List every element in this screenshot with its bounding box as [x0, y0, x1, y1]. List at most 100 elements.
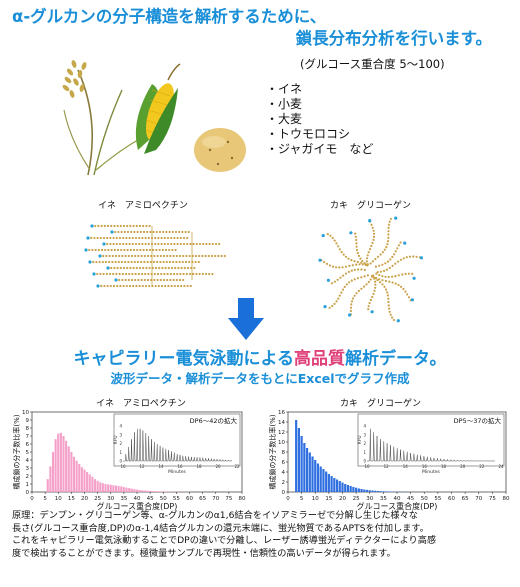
glucose-unit — [137, 254, 140, 258]
glucose-unit — [349, 306, 353, 309]
glucose-unit — [386, 243, 389, 246]
glucose-unit — [397, 283, 400, 287]
glucose-unit — [92, 260, 95, 264]
glucose-unit — [168, 260, 172, 264]
bar — [314, 460, 317, 492]
glucose-unit — [384, 262, 387, 265]
glucose-unit — [114, 230, 117, 234]
glucose-unit — [350, 279, 353, 282]
glucose-unit — [116, 224, 119, 228]
glucose-unit — [388, 220, 391, 223]
glucose-unit — [128, 272, 131, 276]
glucose-unit — [143, 260, 146, 264]
y-axis-label: 構成鎖の分子数比率(%) — [12, 414, 21, 489]
glucose-unit — [154, 242, 157, 246]
glucose-unit — [178, 260, 181, 264]
glucose-unit — [118, 242, 122, 246]
glucose-unit — [132, 248, 136, 252]
bar — [57, 433, 60, 492]
glucose-unit — [353, 278, 356, 281]
chain-end-marker — [403, 241, 407, 245]
glucose-unit — [108, 272, 112, 276]
inset-trace — [123, 428, 233, 462]
inset-x-tick-label: 16 — [177, 464, 183, 469]
glucose-unit — [208, 272, 211, 276]
glucose-unit — [357, 254, 360, 257]
reducing-end-marker — [90, 224, 94, 228]
glucose-unit — [181, 260, 184, 264]
glucose-unit — [365, 257, 369, 260]
glucose-unit — [348, 264, 351, 267]
glucose-unit — [100, 284, 103, 288]
glucose-unit — [356, 277, 359, 280]
glucose-unit — [384, 279, 387, 283]
glucose-unit — [187, 230, 190, 234]
glucose-unit — [189, 242, 192, 246]
reducing-end-marker — [114, 278, 118, 282]
reducing-end-marker — [84, 248, 88, 252]
glucose-unit — [122, 224, 126, 228]
glucose-unit — [333, 280, 336, 283]
glucose-unit — [166, 278, 169, 282]
bar — [371, 490, 374, 492]
inset-x-tick-label: 12 — [139, 464, 145, 469]
glucose-unit — [365, 260, 368, 263]
glucose-unit — [169, 254, 172, 258]
bar — [135, 489, 139, 492]
bar — [122, 487, 125, 492]
glucose-unit — [99, 236, 102, 240]
glucose-unit — [399, 241, 402, 244]
glucose-unit — [115, 242, 118, 246]
source-item: ・ジャガイモ など — [266, 142, 374, 156]
glucose-unit — [326, 233, 329, 236]
bar — [91, 476, 94, 492]
glucose-unit — [201, 254, 204, 258]
x-tick-label: 25 — [353, 496, 360, 502]
bar — [352, 487, 355, 492]
bar — [355, 487, 358, 492]
x-tick-label: 35 — [380, 496, 387, 502]
bar — [112, 485, 115, 492]
glucose-unit — [174, 230, 178, 234]
glucose-unit — [345, 283, 348, 286]
glucose-unit — [106, 284, 109, 288]
glucose-unit — [112, 242, 115, 246]
glucose-unit — [394, 262, 397, 265]
glucose-unit — [355, 292, 358, 295]
glucose-unit — [142, 266, 145, 270]
bar — [65, 440, 68, 492]
glucose-unit — [128, 236, 131, 240]
glucose-unit — [408, 255, 412, 258]
glucose-unit — [122, 236, 125, 240]
glucose-unit — [330, 282, 334, 285]
glucose-unit — [363, 275, 366, 278]
x-tick-label: 10 — [55, 496, 62, 502]
glucose-unit — [179, 272, 182, 276]
glucose-unit — [194, 254, 198, 258]
glucose-unit — [165, 230, 168, 234]
inset-y-tick-label: 0 — [363, 459, 366, 464]
glucose-unit — [104, 248, 107, 252]
glucose-unit — [381, 263, 384, 266]
y-tick-label: 4 — [26, 458, 30, 464]
glucose-unit — [179, 236, 182, 240]
glucose-unit — [220, 254, 223, 258]
footnote-line: 長さ(グルコース重合度,DP)のα-1,4結合グルカンの還元末端に、蛍光物質であ… — [12, 522, 429, 534]
glucose-unit — [325, 262, 329, 265]
glucose-unit — [126, 266, 129, 270]
glucose-unit — [171, 230, 174, 234]
glucose-unit — [198, 242, 202, 246]
glucose-unit — [162, 260, 165, 264]
inset-trace — [367, 428, 495, 462]
glucose-unit — [379, 270, 382, 273]
glucose-unit — [176, 242, 179, 246]
glucose-unit — [344, 255, 348, 258]
glucose-unit — [128, 284, 132, 288]
inset-x-tick-label: 10 — [364, 464, 370, 469]
glucose-unit — [120, 260, 124, 264]
glucose-unit — [373, 232, 376, 235]
glucose-unit — [388, 280, 391, 283]
glucose-unit — [369, 262, 372, 265]
glucose-unit — [374, 283, 377, 286]
